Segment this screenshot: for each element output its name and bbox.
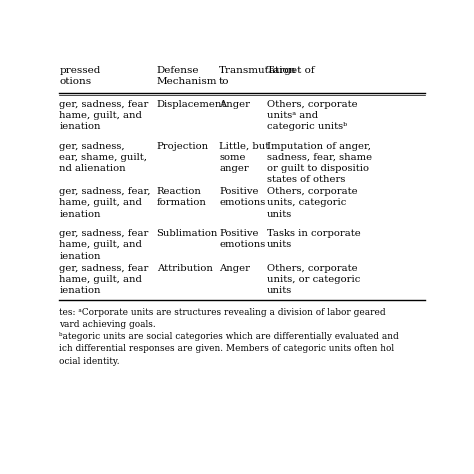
Text: Tasks in corporate: Tasks in corporate [267,229,361,238]
Text: Little, but: Little, but [219,142,269,151]
Text: Displacement: Displacement [156,100,226,109]
Text: Positive: Positive [219,187,258,196]
Text: anger: anger [219,164,249,173]
Text: ger, sadness, fear: ger, sadness, fear [59,264,149,273]
Text: vard achieving goals.: vard achieving goals. [59,320,156,329]
Text: unitsᵃ and: unitsᵃ and [267,111,318,120]
Text: Projection: Projection [156,142,209,151]
Text: tes: ᵃCorporate units are structures revealing a division of labor geared: tes: ᵃCorporate units are structures rev… [59,309,386,318]
Text: nd alienation: nd alienation [59,164,126,173]
Text: categoric unitsᵇ: categoric unitsᵇ [267,122,347,131]
Text: Others, corporate: Others, corporate [267,264,357,273]
Text: hame, guilt, and: hame, guilt, and [59,275,142,284]
Text: ger, sadness,: ger, sadness, [59,142,125,151]
Text: ger, sadness, fear,: ger, sadness, fear, [59,187,151,196]
Text: ienation: ienation [59,252,101,261]
Text: to: to [219,77,229,86]
Text: ᵇategoric units are social categories which are differentially evaluated and: ᵇategoric units are social categories wh… [59,332,399,341]
Text: ienation: ienation [59,286,101,295]
Text: units: units [267,286,292,295]
Text: hame, guilt, and: hame, guilt, and [59,240,142,249]
Text: emotions: emotions [219,199,265,208]
Text: sadness, fear, shame: sadness, fear, shame [267,153,372,162]
Text: hame, guilt, and: hame, guilt, and [59,199,142,208]
Text: Others, corporate: Others, corporate [267,100,357,109]
Text: hame, guilt, and: hame, guilt, and [59,111,142,120]
Text: otions: otions [59,77,91,86]
Text: Sublimation: Sublimation [156,229,218,238]
Text: some: some [219,153,246,162]
Text: ger, sadness, fear: ger, sadness, fear [59,229,149,238]
Text: Target of: Target of [267,66,314,75]
Text: Defense: Defense [156,66,199,75]
Text: formation: formation [156,199,207,208]
Text: states of others: states of others [267,175,345,184]
Text: Others, corporate: Others, corporate [267,187,357,196]
Text: pressed: pressed [59,66,100,75]
Text: units: units [267,210,292,219]
Text: units: units [267,240,292,249]
Text: or guilt to dispositio: or guilt to dispositio [267,164,369,173]
Text: ienation: ienation [59,122,101,131]
Text: Anger: Anger [219,264,250,273]
Text: ger, sadness, fear: ger, sadness, fear [59,100,149,109]
Text: Mechanism: Mechanism [156,77,217,86]
Text: emotions: emotions [219,240,265,249]
Text: Transmutation: Transmutation [219,66,297,75]
Text: Reaction: Reaction [156,187,201,196]
Text: ocial identity.: ocial identity. [59,356,120,365]
Text: units, or categoric: units, or categoric [267,275,360,284]
Text: ear, shame, guilt,: ear, shame, guilt, [59,153,147,162]
Text: ich differential responses are given. Members of categoric units often hol: ich differential responses are given. Me… [59,345,394,354]
Text: ienation: ienation [59,210,101,219]
Text: Anger: Anger [219,100,250,109]
Text: Imputation of anger,: Imputation of anger, [267,142,371,151]
Text: Attribution: Attribution [156,264,212,273]
Text: units, categoric: units, categoric [267,199,346,208]
Text: Positive: Positive [219,229,258,238]
